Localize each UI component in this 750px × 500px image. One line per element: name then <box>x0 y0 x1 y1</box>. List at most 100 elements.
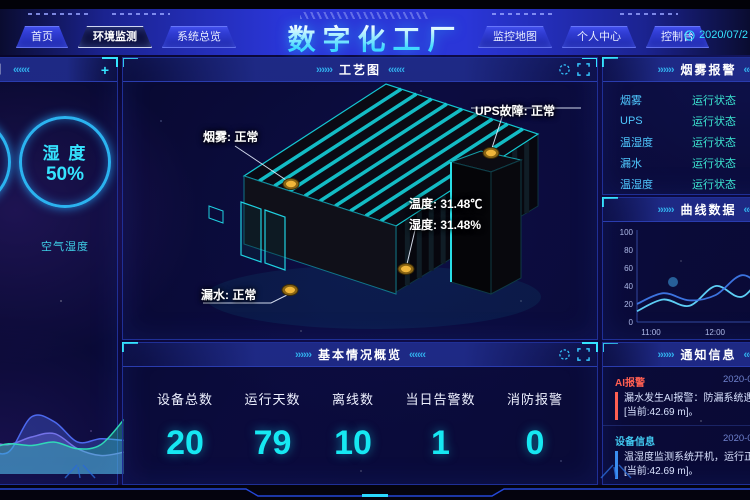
notice-date: 2020-07-23 0 <box>723 374 750 385</box>
chevron-left-decoration: ‹‹‹‹‹‹ <box>409 348 426 361</box>
alarm-status: 运行状态 <box>692 178 736 191</box>
stat-label: 离线数 <box>331 392 374 407</box>
chevron-left-decoration: ‹‹‹‹‹‹ <box>743 348 750 361</box>
stat-value: 20 <box>166 424 204 462</box>
stat-value: 79 <box>253 424 292 462</box>
nav-tab[interactable]: 系统总览 <box>162 26 236 48</box>
chevron-left-decoration: ‹‹‹‹‹‹ <box>13 63 30 76</box>
dash-decoration <box>492 13 556 15</box>
notice-item[interactable]: 设备信息 2020-07-23 0 温湿度监测系统开机，运行正常 [当前:42.69 … <box>603 426 750 484</box>
date-display: 2020/07/2 <box>684 29 748 41</box>
humidity-caption: 空气湿度 <box>41 241 89 253</box>
refresh-icon[interactable] <box>558 63 571 76</box>
nav-tab-label: 个人中心 <box>577 31 621 43</box>
refresh-icon[interactable] <box>558 348 571 361</box>
stat-item: 离线数 10 <box>332 389 374 463</box>
add-icon[interactable]: + <box>100 61 109 78</box>
bottom-bar <box>0 485 750 500</box>
humidity-ring-value: 50% <box>45 163 85 185</box>
stat-item: 消防报警 0 <box>507 389 563 463</box>
date-text: 2020/07/2 <box>699 29 748 41</box>
stat-value: 10 <box>334 424 372 462</box>
leak-status-label: 漏水: 正常 <box>201 288 257 302</box>
chevron-left-decoration: ‹‹‹‹‹‹ <box>388 63 405 76</box>
alarm-status: 运行状态 <box>692 136 736 149</box>
stat-label: 运行天数 <box>244 392 301 407</box>
nav-tabs-right: 监控地图 个人中心 控制台 <box>478 26 709 48</box>
decor-bracket-icon <box>600 464 632 479</box>
nav-tab[interactable]: 环境监测 <box>78 26 152 48</box>
bottom-trim-line <box>0 488 750 497</box>
notice-detail: [当前:42.69 m]。 <box>624 407 699 418</box>
ups-status-label: UPS故障: 正常 <box>475 104 556 118</box>
nav-top-strip <box>0 0 750 9</box>
alarm-status: 运行状态 <box>692 157 736 170</box>
expand-icon[interactable] <box>577 63 590 76</box>
nav-tab-label: 控制台 <box>661 31 694 43</box>
chevron-left-decoration: ‹‹‹‹‹‹ <box>743 203 750 216</box>
nav-tab[interactable]: 监控地图 <box>478 26 552 48</box>
svg-text:60: 60 <box>624 264 633 273</box>
panel-overview: ›››››› 基本情况概览 ‹‹‹‹‹‹ 设备总数 20 运行天数 79 离线数 10 当日… <box>122 342 598 485</box>
chevron-right-decoration: ›››››› <box>657 348 675 361</box>
humidity-ring: 湿 度 50% <box>19 116 111 208</box>
panel-title: 曲线数据 <box>680 203 737 217</box>
dash-decoration <box>28 13 92 15</box>
svg-text:40: 40 <box>624 282 633 291</box>
nav-tab-label: 监控地图 <box>493 31 537 43</box>
alarm-name: 漏水 <box>620 157 642 170</box>
ring-partial <box>0 116 11 208</box>
top-nav: 数字化工厂 首页 环境监测 系统总览 监控地图 个人中心 控制台 2020/07/2 <box>0 0 750 55</box>
panel-notices: ›››››› 通知信息 ‹‹‹‹‹‹ AI报警 2020-07-23 0 漏水发生A… <box>602 342 750 485</box>
panel-title: 基本情况概览 <box>317 348 402 362</box>
notice-head: 设备信息 2020-07-23 0 <box>615 432 750 448</box>
notice-detail: [当前:42.69 m]。 <box>624 466 699 477</box>
alarm-name: 温湿度 <box>620 178 653 191</box>
nav-tab[interactable]: 个人中心 <box>562 26 636 48</box>
svg-text:20: 20 <box>624 300 633 309</box>
humidity-value: 湿度: 31.48% <box>409 218 482 232</box>
hatch-decoration <box>300 12 428 19</box>
clock-icon <box>684 29 695 41</box>
chevron-right-decoration: ›››››› <box>295 348 312 361</box>
svg-text:100: 100 <box>620 228 634 237</box>
stat-item: 当日告警数 1 <box>405 389 475 463</box>
stat-value: 1 <box>431 424 450 462</box>
factory-3d-model <box>203 83 581 329</box>
stats-row: 设备总数 20 运行天数 79 离线数 10 当日告警数 1 消防报警 0 <box>123 367 597 463</box>
stat-item: 运行天数 79 <box>244 389 300 463</box>
panel-ring-ratio: 环状比例 ‹‹‹‹‹‹ + 湿 度 50% 空气湿度 10:0011:0012:… <box>0 57 131 494</box>
notice-item[interactable]: AI报警 2020-07-23 0 漏水发生AI报警：防漏系统遇到问题自动重启 [当前… <box>603 367 750 426</box>
nav-tab[interactable]: 首页 <box>16 26 68 48</box>
stat-label: 设备总数 <box>157 392 214 407</box>
notice-tag: AI报警 <box>615 378 645 389</box>
decor-bracket-icon <box>64 464 96 479</box>
expand-icon[interactable] <box>577 348 590 361</box>
alarm-name: UPS <box>620 114 643 127</box>
notice-text: 温湿度监测系统开机，运行正常 <box>624 452 750 463</box>
notice-list: AI报警 2020-07-23 0 漏水发生AI报警：防漏系统遇到问题自动重启 [当前… <box>603 367 750 484</box>
chevron-right-decoration: ›››››› <box>657 63 675 76</box>
panel-title: 通知信息 <box>680 348 737 362</box>
notice-head: AI报警 2020-07-23 0 <box>615 373 750 389</box>
alarm-row[interactable]: 温湿度 运行状态 <box>603 173 750 194</box>
notice-body: 温湿度监测系统开机，运行正常 [当前:42.69 m]。 <box>615 451 750 479</box>
nav-tab-label: 首页 <box>31 31 53 43</box>
svg-text:0: 0 <box>629 318 634 327</box>
svg-text:11:00: 11:00 <box>641 328 661 337</box>
panel-title: 烟雾报警 <box>680 63 737 77</box>
alarm-row[interactable]: 漏水 运行状态 <box>603 152 750 173</box>
temp-humidity-label: 温度: 31.48℃ 湿度: 31.48% <box>409 194 482 236</box>
nav-tab-label: 系统总览 <box>177 31 221 43</box>
alarm-row[interactable]: 温湿度 运行状态 <box>603 131 750 152</box>
panel-title: 环状比例 <box>0 61 3 78</box>
stat-value: 0 <box>525 424 545 462</box>
panel-smoke-alarm: ›››››› 烟雾报警 ‹‹‹‹‹‹ 烟雾运行状态UPS运行状态温湿度运行状态漏… <box>602 57 750 195</box>
svg-text:80: 80 <box>624 246 633 255</box>
alarm-row[interactable]: 烟雾 运行状态 <box>603 89 750 110</box>
alarm-row[interactable]: UPS 运行状态 <box>603 110 750 131</box>
stat-item: 设备总数 20 <box>157 389 213 463</box>
